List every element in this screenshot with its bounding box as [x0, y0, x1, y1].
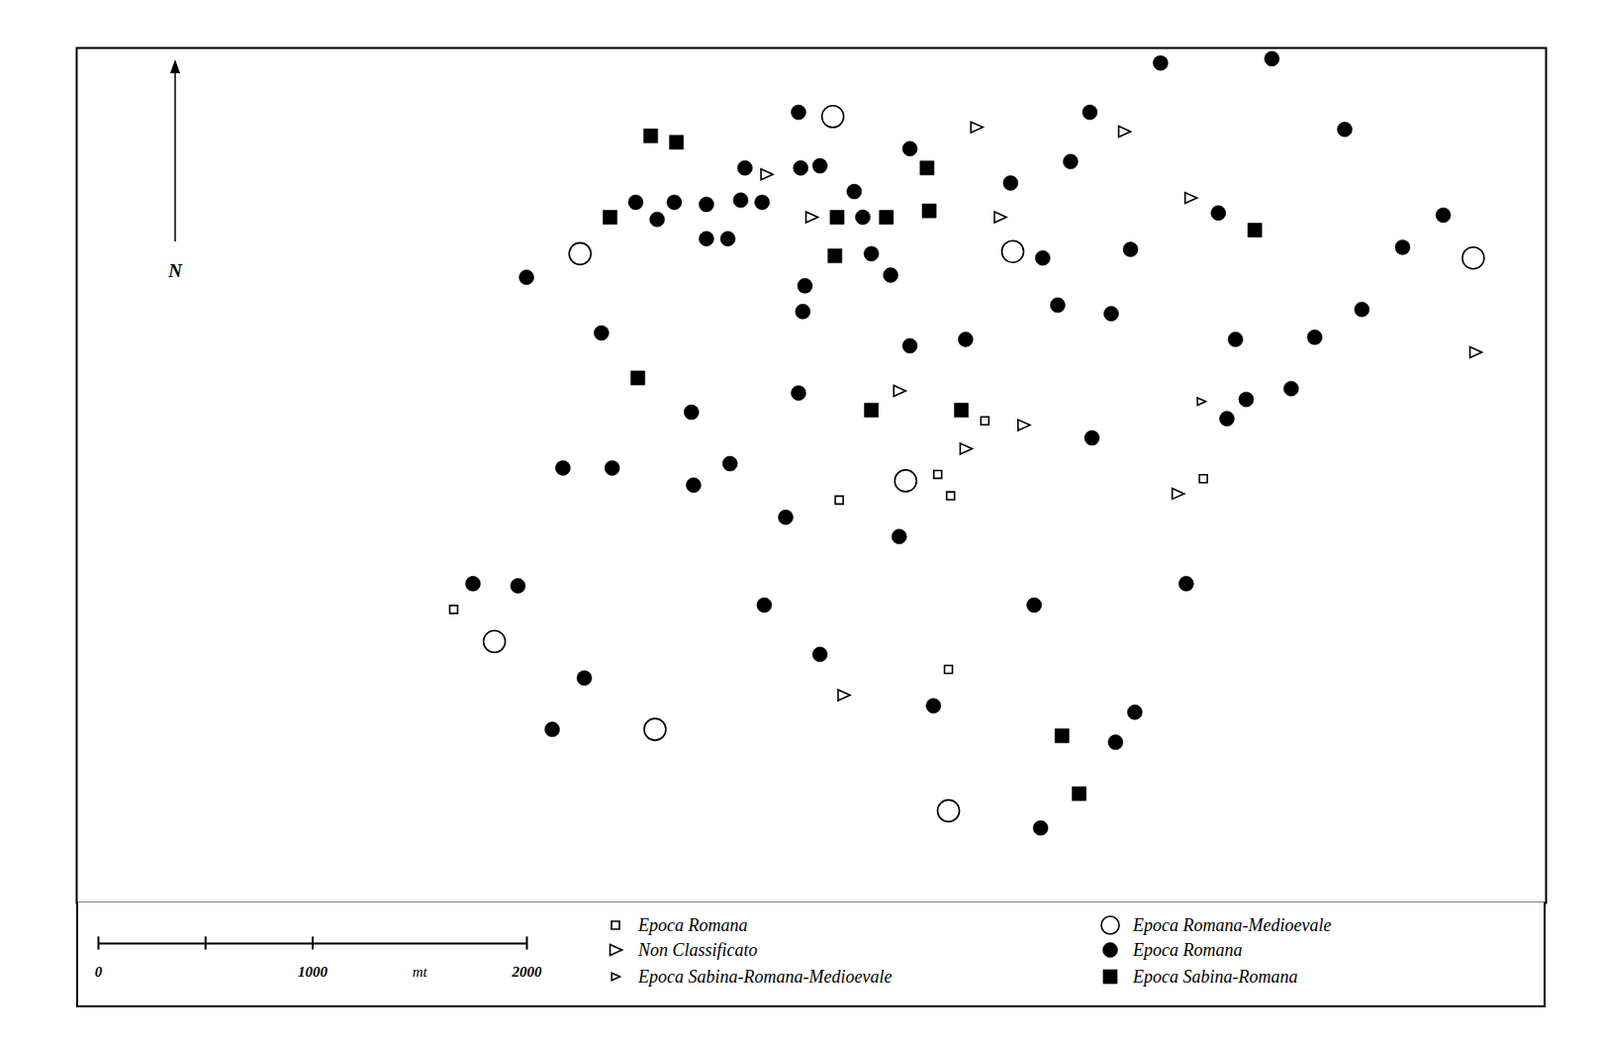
- html-text:Epoca Sabina-Romana-Medioevale: Epoca Sabina-Romana-Medioevale: [638, 966, 892, 987]
- html-text:Non Classificato: Non Classificato: [638, 939, 758, 960]
- svg-text:0: 0: [94, 963, 103, 980]
- html-text:Epoca Sabina-Romana: Epoca Sabina-Romana: [1132, 966, 1298, 987]
- svg-text:mt: mt: [412, 963, 429, 980]
- svg-text:1000: 1000: [297, 963, 329, 980]
- html-text:Epoca Romana-Medioevale: Epoca Romana-Medioevale: [1132, 914, 1332, 935]
- svg-text:N: N: [167, 260, 184, 282]
- html-text:Epoca Romana: Epoca Romana: [638, 914, 748, 935]
- svg-text:2000: 2000: [511, 963, 544, 980]
- html-text:Epoca Romana: Epoca Romana: [1132, 939, 1243, 960]
